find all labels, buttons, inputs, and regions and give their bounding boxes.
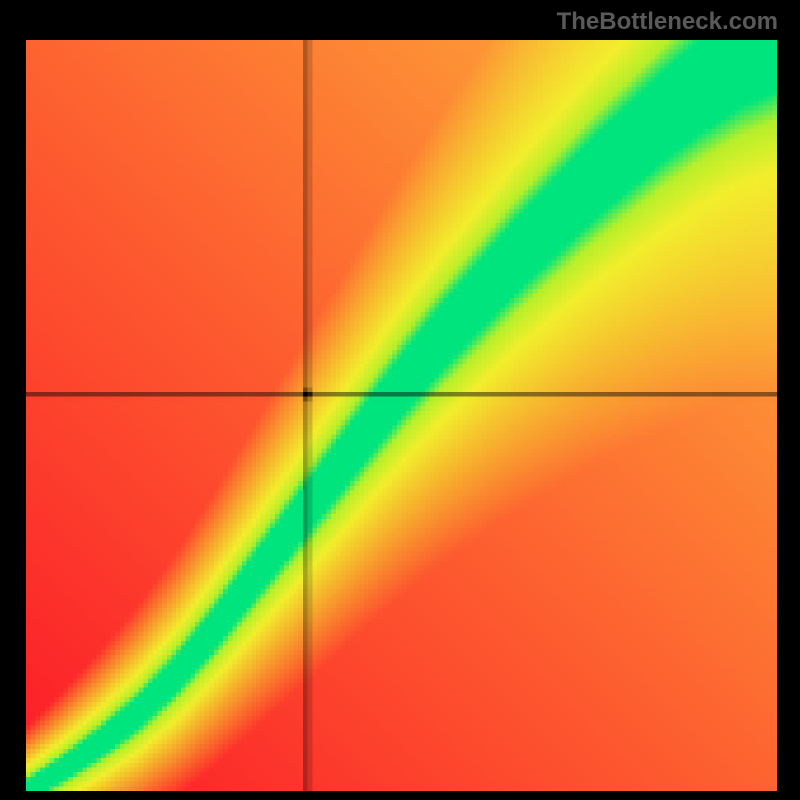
chart-container: TheBottleneck.com	[0, 0, 800, 800]
bottleneck-heatmap	[26, 40, 777, 791]
watermark-text: TheBottleneck.com	[557, 8, 778, 36]
